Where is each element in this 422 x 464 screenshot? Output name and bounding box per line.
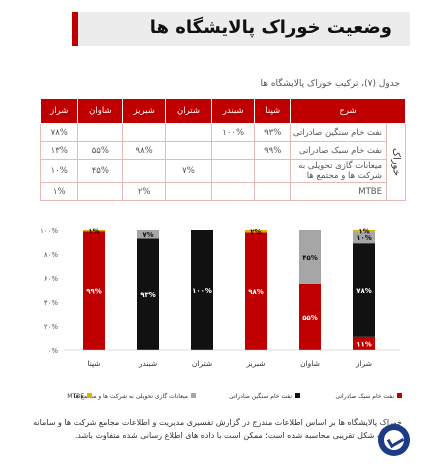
data-label: ۵۵%	[302, 314, 318, 322]
x-tick-label: شاوان	[300, 359, 320, 368]
feed-composition-table: شرح شپنا شبندر شتران شبریز شاوان شراز خو…	[39, 98, 406, 201]
bar-segment	[245, 232, 267, 350]
table-cell	[210, 159, 256, 183]
bar-segment	[353, 231, 375, 244]
table-header-cell: شبندر	[210, 98, 256, 124]
table-header-row: شرح شپنا شبندر شتران شبریز شاوان شراز	[39, 98, 406, 124]
table-row: خوراک نفت خام سنگین صادراتی ۹۳% ۱۰۰% ۷۸%	[39, 123, 406, 201]
table-cell	[210, 182, 256, 201]
bar-segment	[299, 230, 321, 284]
y-tick-label: ۴۰%	[44, 299, 59, 307]
data-label: ۱%	[88, 228, 99, 236]
bar-segment	[353, 243, 375, 337]
table-cell	[254, 182, 291, 201]
table-header-cell: شبریز	[122, 98, 167, 124]
table-header-cell: شتران	[165, 98, 212, 124]
table-header-cell: شرح	[290, 98, 406, 124]
bar-segment	[191, 230, 213, 350]
table-cell: ۲%	[122, 182, 167, 201]
legend-label: MTBE	[67, 393, 84, 400]
data-label: ۷%	[142, 231, 153, 239]
data-label: ۱۰۰%	[192, 287, 212, 295]
table-cell	[122, 159, 167, 183]
y-tick-label: ۰%	[48, 347, 59, 355]
x-tick-label: شبریز	[246, 359, 266, 368]
x-tick-label: شتران	[192, 359, 212, 368]
bar-segment	[137, 238, 159, 350]
data-label: ۹۸%	[248, 288, 264, 296]
data-label: ۱۱%	[356, 340, 372, 348]
title-banner: وضعیت خوراک پالایشگاه ها	[72, 12, 410, 46]
x-tick-label: شبندر	[138, 359, 157, 368]
footnote: خوراک پالایشگاه ها بر اساس اطلاعات مندرج…	[33, 418, 402, 440]
table-row: میعانات گازی تحویلی به شرکت ها و مجتمع ه…	[39, 159, 406, 183]
data-label: ۲%	[250, 228, 261, 236]
bar-segment	[353, 336, 375, 350]
legend-label: نفت خام سنگین صادراتی	[229, 392, 292, 400]
bar-segment	[137, 230, 159, 239]
table-row: MTBE ۲% ۱%	[39, 182, 406, 201]
legend-swatch	[397, 393, 402, 398]
bar-segment	[353, 230, 375, 232]
bar-segment	[245, 230, 267, 233]
data-label: ۴۵%	[302, 254, 318, 262]
data-label: ۹۹%	[86, 288, 102, 296]
data-label: ۷۸%	[356, 287, 372, 295]
title-accent-bar	[72, 12, 78, 46]
bar-segment	[83, 231, 105, 350]
table-header-cell: شاوان	[77, 98, 124, 124]
table-cell	[165, 182, 212, 201]
page-title: وضعیت خوراک پالایشگاه ها	[149, 17, 392, 38]
x-tick-label: شراز	[355, 359, 372, 368]
legend-label: نفت خام سبک صادراتی	[335, 393, 394, 400]
legend-swatch	[191, 393, 196, 398]
data-label: ۱۰%	[356, 234, 372, 242]
legend-swatch	[295, 393, 300, 398]
x-tick-label: شپنا	[87, 359, 100, 368]
company-logo	[378, 424, 410, 456]
table-group-label: خوراک	[386, 123, 406, 201]
y-tick-label: ۱۰۰%	[40, 227, 58, 235]
y-tick-label: ۸۰%	[44, 251, 59, 259]
table-row: نفت خام سبک صادراتی ۹۹% ۹۸% ۵۵% ۱۳%	[39, 141, 406, 160]
legend-swatch	[87, 393, 92, 398]
data-label: ۹۳%	[140, 291, 156, 299]
table-caption: جدول (۷)، ترکیب خوراک پالایشگاه ها	[260, 79, 400, 89]
y-tick-label: ۶۰%	[44, 275, 59, 283]
table-row-label: MTBE	[290, 182, 387, 201]
legend-label: میعانات گازی تحویلی به شرکت ها و مجتمع ه…	[74, 392, 188, 400]
table-cell: ۱۰%	[39, 159, 79, 183]
table-header-cell: شراز	[39, 98, 79, 124]
table-cell	[254, 159, 291, 183]
bar-segment	[299, 284, 321, 350]
data-label: ۱%	[358, 228, 369, 236]
logo-inner-circle	[384, 430, 404, 450]
table-cell: ۹۹%	[254, 141, 291, 160]
table-cell: ۱%	[39, 182, 79, 201]
table-cell	[77, 182, 124, 201]
y-tick-label: ۲۰%	[44, 323, 59, 331]
bar-segment	[83, 230, 105, 232]
